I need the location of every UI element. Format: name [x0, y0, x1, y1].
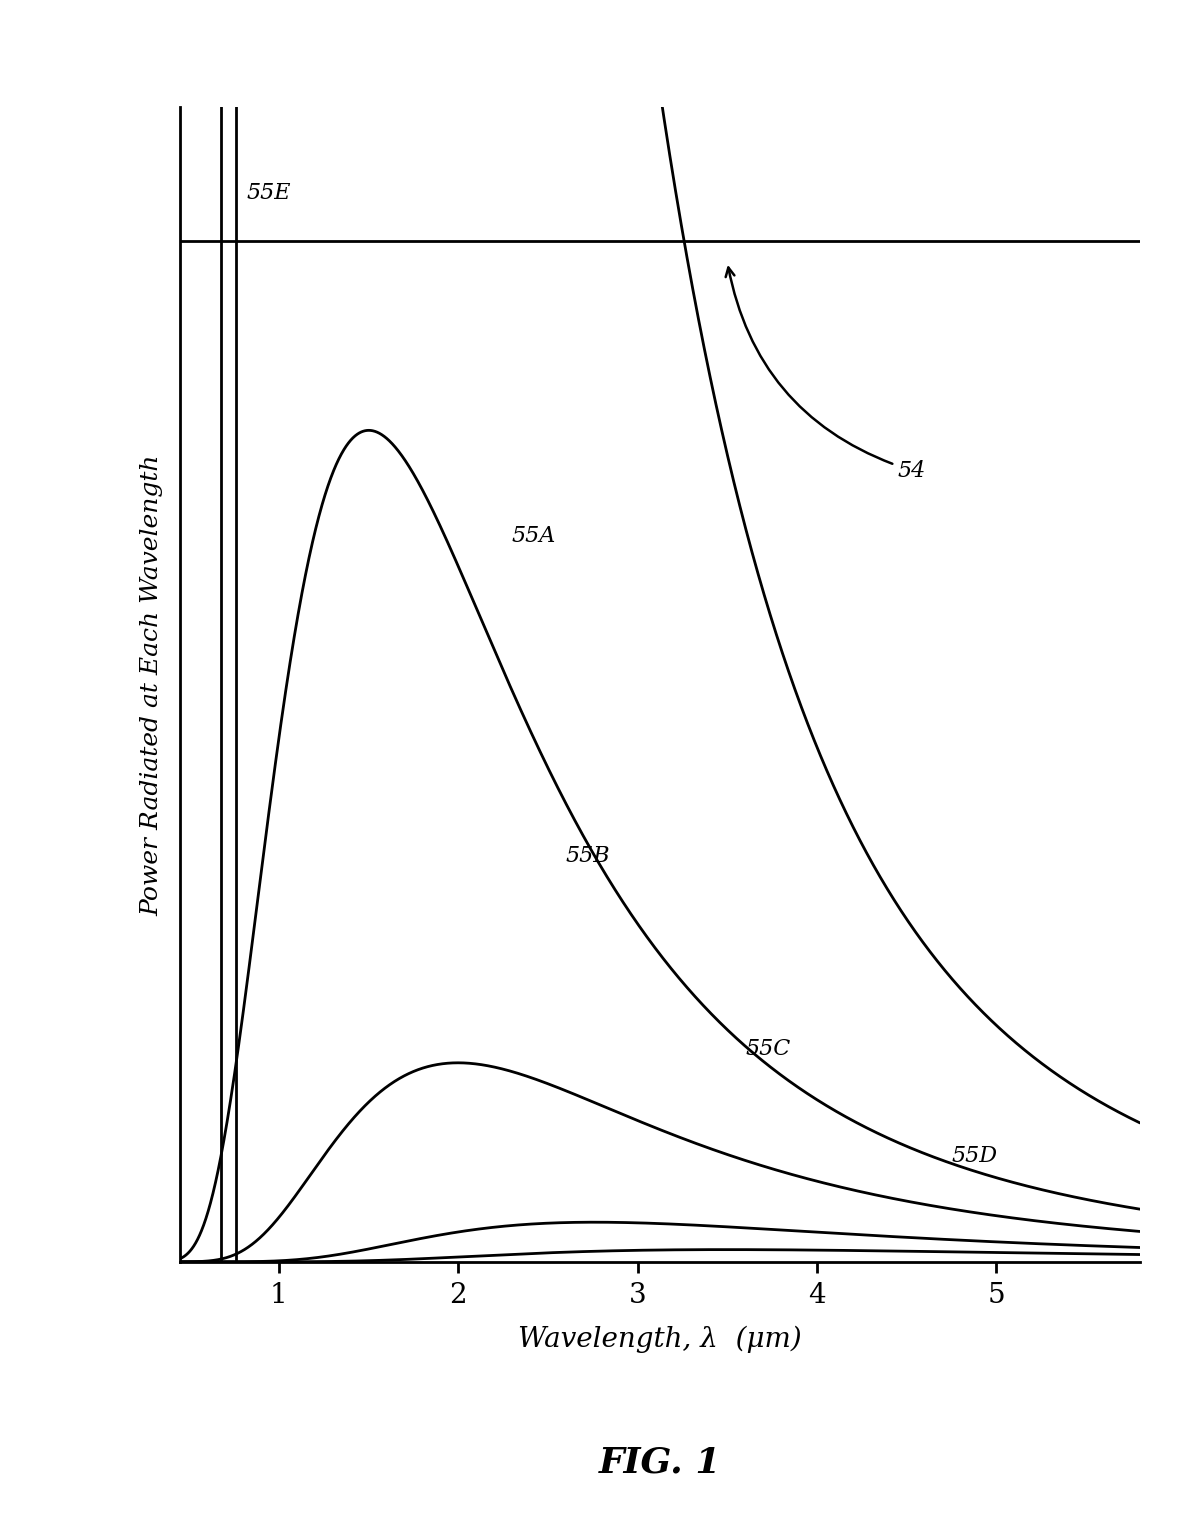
Text: 55C: 55C: [745, 1037, 791, 1059]
Text: 55B: 55B: [565, 845, 611, 866]
Text: 55D: 55D: [952, 1143, 997, 1167]
Text: FIG. 1: FIG. 1: [599, 1445, 721, 1479]
X-axis label: Wavelength, λ  (μm): Wavelength, λ (μm): [518, 1325, 802, 1353]
Text: 55E: 55E: [246, 182, 290, 205]
Text: 54: 54: [726, 268, 926, 482]
Text: 55A: 55A: [512, 525, 557, 546]
Y-axis label: Power Radiated at Each Wavelength: Power Radiated at Each Wavelength: [140, 454, 163, 916]
